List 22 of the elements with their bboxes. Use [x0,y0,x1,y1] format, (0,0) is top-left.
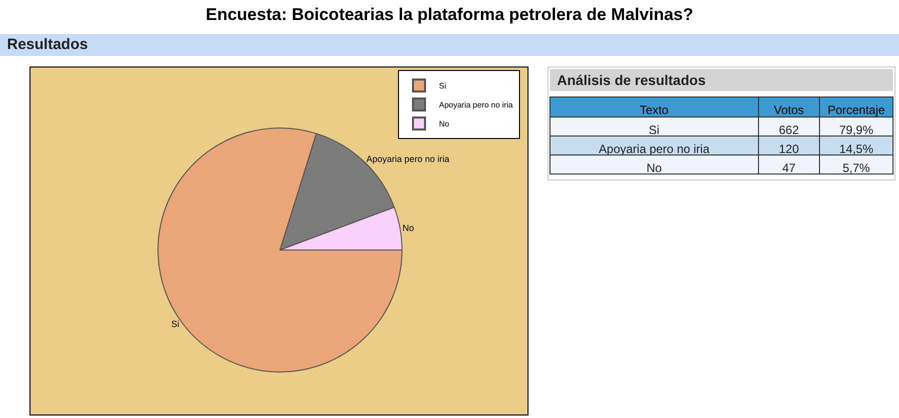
slice-label: Apoyaria pero no iria [366,154,450,164]
text: 47 [782,161,796,175]
legend-label: Apoyaria pero no iria [439,100,514,110]
slice-label: No [402,223,414,234]
legend-label: No [439,120,450,129]
pie-slice [158,128,402,372]
legend-label: Si [439,82,446,91]
chart-title: Encuesta: Boicotearias la plataforma petrolera de Malvinas? [206,4,694,24]
text: 14,5% [839,142,874,156]
text: Texto [640,103,669,117]
text: Votos [774,103,804,117]
category-label: Apoyaria pero no iria [598,142,710,156]
text: 120 [778,142,800,156]
text: Porcentaje [828,103,886,117]
text: 79,9% [839,123,874,137]
chart-subtitle: Resultados [7,36,88,53]
text: 5,7% [842,161,870,175]
slice-label: Si [171,319,180,330]
category-label: Si [648,123,660,137]
text: Análisis de resultados [557,72,706,88]
text: 662 [778,123,800,137]
category-label: No [646,161,662,175]
